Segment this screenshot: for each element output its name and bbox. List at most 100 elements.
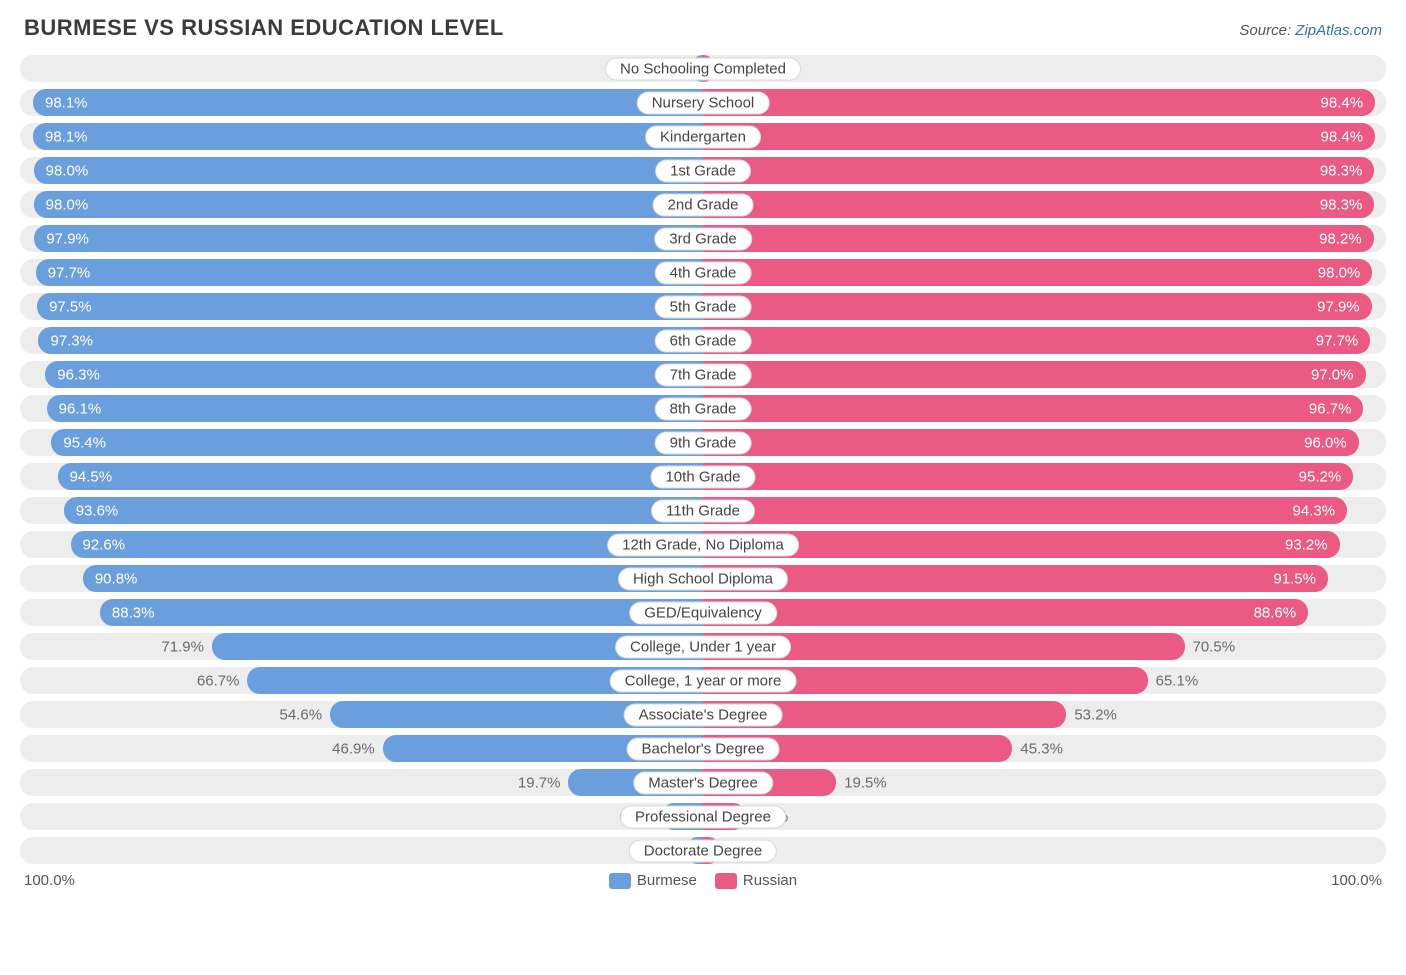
category-label: 6th Grade (655, 329, 752, 352)
chart-header: BURMESE VS RUSSIAN EDUCATION LEVEL Sourc… (20, 15, 1386, 41)
category-label: 10th Grade (650, 465, 755, 488)
right-percent: 98.4% (1321, 94, 1364, 111)
right-percent: 97.9% (1317, 298, 1360, 315)
left-percent: 97.7% (48, 264, 91, 281)
chart-row: 98.0% 98.3% 2nd Grade (20, 191, 1386, 218)
chart-row: 88.3% 88.6% GED/Equivalency (20, 599, 1386, 626)
category-label: College, 1 year or more (610, 669, 797, 692)
left-percent: 98.1% (45, 128, 88, 145)
category-label: 7th Grade (655, 363, 752, 386)
right-percent: 97.0% (1311, 366, 1354, 383)
left-percent: 71.9% (161, 638, 204, 655)
left-percent: 98.1% (45, 94, 88, 111)
chart-row: 2.6%2.6%Doctorate Degree (20, 837, 1386, 864)
category-label: 2nd Grade (653, 193, 754, 216)
left-percent: 96.1% (59, 400, 102, 417)
chart-row: 1.9%1.7%No Schooling Completed (20, 55, 1386, 82)
left-percent: 95.4% (63, 434, 106, 451)
left-percent: 46.9% (332, 740, 375, 757)
legend-label-right: Russian (743, 872, 797, 889)
left-percent: 98.0% (46, 196, 89, 213)
category-label: Kindergarten (645, 125, 761, 148)
category-label: Bachelor's Degree (627, 737, 780, 760)
right-percent: 70.5% (1193, 638, 1236, 655)
left-percent: 94.5% (70, 468, 113, 485)
legend: Burmese Russian (609, 872, 797, 889)
chart-row: 96.3%97.0%7th Grade (20, 361, 1386, 388)
chart-title: BURMESE VS RUSSIAN EDUCATION LEVEL (24, 15, 504, 41)
left-percent: 93.6% (76, 502, 119, 519)
category-label: 9th Grade (655, 431, 752, 454)
left-percent: 66.7% (197, 672, 240, 689)
legend-label-left: Burmese (637, 872, 697, 889)
right-percent: 65.1% (1156, 672, 1199, 689)
legend-swatch-right (715, 873, 737, 889)
right-percent: 19.5% (844, 774, 887, 791)
right-percent: 98.3% (1320, 162, 1363, 179)
left-percent: 97.3% (50, 332, 93, 349)
chart-row: 90.8%91.5%High School Diploma (20, 565, 1386, 592)
chart-row: 19.7% 19.5% Master's Degree (20, 769, 1386, 796)
category-label: 4th Grade (655, 261, 752, 284)
chart-footer: 100.0% Burmese Russian 100.0% (20, 872, 1386, 889)
right-percent: 88.6% (1254, 604, 1297, 621)
axis-left-label: 100.0% (24, 872, 75, 889)
right-percent: 93.2% (1285, 536, 1328, 553)
left-percent: 88.3% (112, 604, 155, 621)
right-percent: 96.7% (1309, 400, 1352, 417)
left-percent: 98.0% (46, 162, 89, 179)
chart-row: 92.6% 93.2% 12th Grade, No Diploma (20, 531, 1386, 558)
source-name: ZipAtlas.com (1295, 22, 1382, 39)
chart-row: 97.3% 97.7% 6th Grade (20, 327, 1386, 354)
chart-row: 95.4% 96.0% 9th Grade (20, 429, 1386, 456)
category-label: College, Under 1 year (615, 635, 791, 658)
chart-row: 93.6% 94.3% 11th Grade (20, 497, 1386, 524)
chart-row: 98.0%98.3%1st Grade (20, 157, 1386, 184)
right-percent: 53.2% (1074, 706, 1117, 723)
chart-row: 98.1% 98.4% Nursery School (20, 89, 1386, 116)
chart-row: 71.9% 70.5% College, Under 1 year (20, 633, 1386, 660)
category-label: 12th Grade, No Diploma (607, 533, 799, 556)
right-percent: 95.2% (1299, 468, 1342, 485)
left-percent: 97.9% (46, 230, 89, 247)
left-percent: 19.7% (518, 774, 561, 791)
left-percent: 92.6% (83, 536, 126, 553)
right-percent: 98.3% (1320, 196, 1363, 213)
legend-swatch-left (609, 873, 631, 889)
chart-row: 98.1% 98.4% Kindergarten (20, 123, 1386, 150)
legend-item-right: Russian (715, 872, 797, 889)
chart-row: 96.1% 96.7% 8th Grade (20, 395, 1386, 422)
category-label: 3rd Grade (654, 227, 752, 250)
chart-row: 54.6% 53.2% Associate's Degree (20, 701, 1386, 728)
category-label: 5th Grade (655, 295, 752, 318)
left-percent: 90.8% (95, 570, 138, 587)
right-percent: 98.4% (1321, 128, 1364, 145)
chart-source: Source: ZipAtlas.com (1239, 22, 1382, 39)
source-prefix: Source: (1239, 22, 1295, 39)
category-label: 11th Grade (651, 499, 755, 522)
chart-row: 66.7% 65.1% College, 1 year or more (20, 667, 1386, 694)
category-label: High School Diploma (618, 567, 788, 590)
category-label: Doctorate Degree (629, 839, 777, 862)
category-label: Professional Degree (620, 805, 786, 828)
chart-row: 6.1%6.3%Professional Degree (20, 803, 1386, 830)
axis-right-label: 100.0% (1331, 872, 1382, 889)
right-percent: 94.3% (1293, 502, 1336, 519)
right-percent: 97.7% (1316, 332, 1359, 349)
legend-item-left: Burmese (609, 872, 697, 889)
category-label: Master's Degree (633, 771, 773, 794)
diverging-bar-chart: 1.9%1.7%No Schooling Completed 98.1% 98.4%… (20, 55, 1386, 864)
category-label: GED/Equivalency (629, 601, 777, 624)
category-label: Associate's Degree (624, 703, 783, 726)
right-percent: 96.0% (1304, 434, 1347, 451)
chart-row: 94.5% 95.2% 10th Grade (20, 463, 1386, 490)
left-percent: 54.6% (280, 706, 323, 723)
chart-row: 46.9% 45.3% Bachelor's Degree (20, 735, 1386, 762)
category-label: Nursery School (637, 91, 770, 114)
chart-row: 97.7%98.0%4th Grade (20, 259, 1386, 286)
chart-row: 97.9% 98.2% 3rd Grade (20, 225, 1386, 252)
right-percent: 98.2% (1319, 230, 1362, 247)
chart-row: 97.5%97.9%5th Grade (20, 293, 1386, 320)
category-label: 8th Grade (655, 397, 752, 420)
right-percent: 45.3% (1020, 740, 1063, 757)
